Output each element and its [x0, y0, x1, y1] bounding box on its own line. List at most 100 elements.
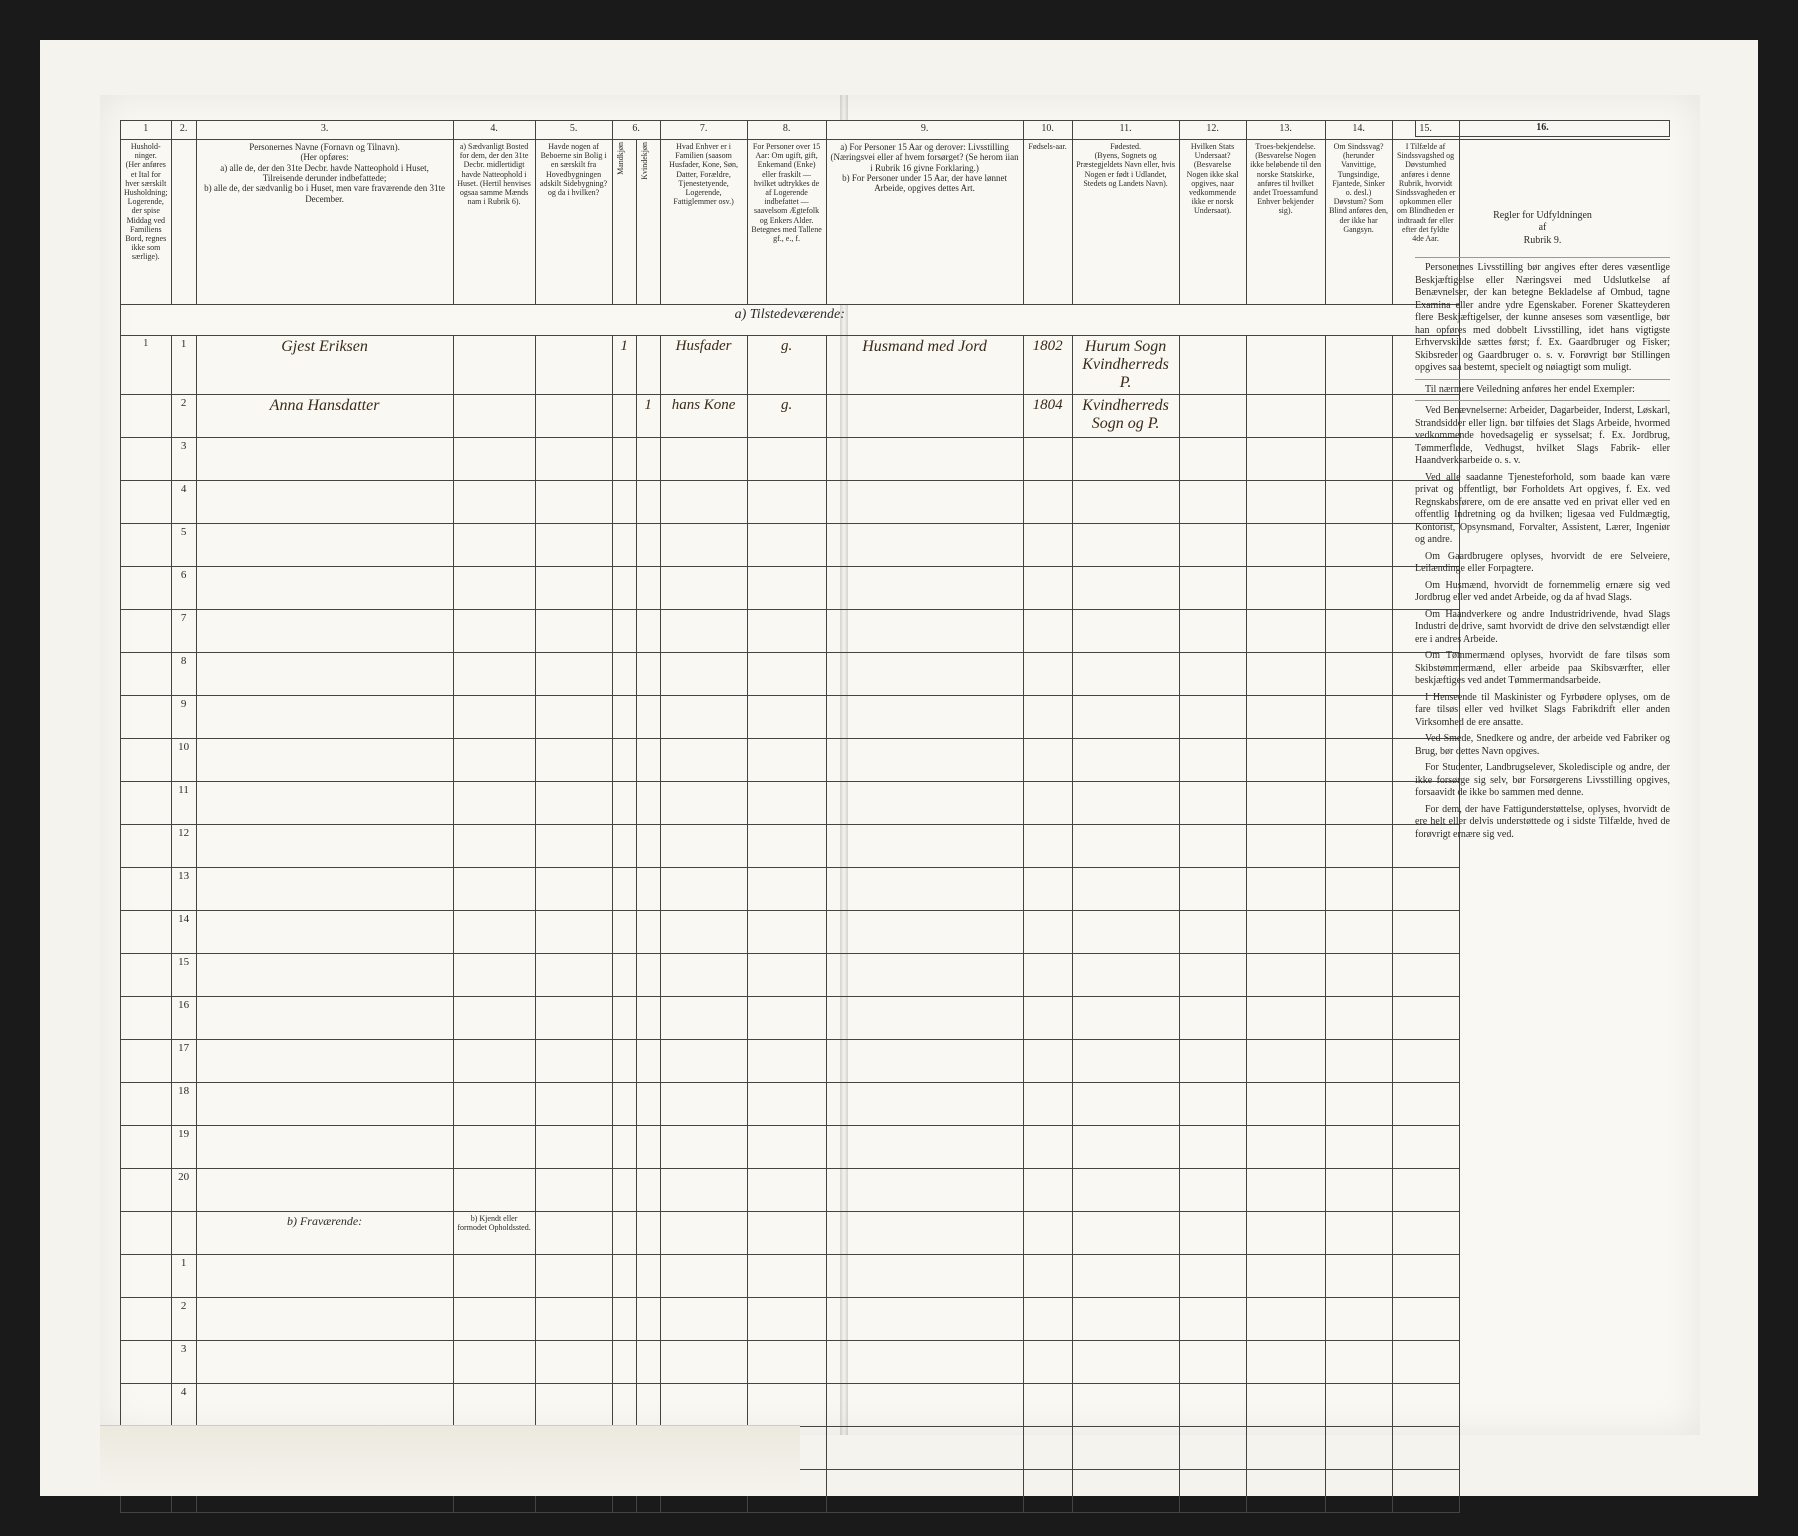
- cell: [1325, 524, 1392, 567]
- rules-paragraph: Om Tømmermænd oplyses, hvorvidt de fare …: [1415, 650, 1670, 688]
- cell: 9: [171, 696, 196, 739]
- cell: [826, 1083, 1023, 1126]
- cell: 3: [171, 438, 196, 481]
- cell: [1179, 336, 1246, 395]
- cell: [612, 481, 636, 524]
- section-a-present: a) Tilstedeværende:11Gjest Eriksen1Husfa…: [121, 305, 1460, 1212]
- rules-paragraph: For dem, der have Fattigunderstøttelse, …: [1415, 804, 1670, 842]
- cell: [747, 1341, 826, 1384]
- cell: [1246, 1040, 1325, 1083]
- cell: 2: [171, 395, 196, 438]
- cell: [1179, 653, 1246, 696]
- cell: Hurum Sogn Kvindherreds P.: [1072, 336, 1179, 395]
- cell: 1: [636, 395, 660, 438]
- cell: [612, 1083, 636, 1126]
- col-num-11: 11.: [1072, 121, 1179, 140]
- cell: [747, 868, 826, 911]
- cell: [636, 1298, 660, 1341]
- cell: [121, 739, 172, 782]
- person-name-cell: [196, 1126, 453, 1169]
- col-header-2: [171, 140, 196, 305]
- cell: [612, 1255, 636, 1298]
- table-row: 12: [121, 825, 1460, 868]
- cell: [747, 1040, 826, 1083]
- cell: [535, 653, 612, 696]
- cell: [1246, 653, 1325, 696]
- cell: [1023, 1083, 1072, 1126]
- cell: [121, 610, 172, 653]
- cell: [636, 653, 660, 696]
- cell: [535, 739, 612, 782]
- rules-paragraph: Ved Smede, Snedkere og andre, der arbeid…: [1415, 733, 1670, 758]
- cell: [1246, 911, 1325, 954]
- col-header-5: Havde nogen af Beboerne sin Bolig i en s…: [535, 140, 612, 305]
- person-name-cell: [196, 954, 453, 997]
- cell: [1179, 438, 1246, 481]
- person-name-cell: [196, 524, 453, 567]
- cell: 20: [171, 1169, 196, 1212]
- cell: [453, 1040, 535, 1083]
- cell: [1072, 567, 1179, 610]
- cell: [612, 1212, 636, 1255]
- cell: [121, 1212, 172, 1255]
- cell: [1179, 1470, 1246, 1513]
- cell: [612, 524, 636, 567]
- cell: [660, 1298, 747, 1341]
- cell: [1246, 782, 1325, 825]
- cell: [1392, 1126, 1459, 1169]
- cell: [453, 653, 535, 696]
- cell: [1325, 438, 1392, 481]
- cell: [660, 1212, 747, 1255]
- col-header-sex-f: Kvindekjøn: [636, 140, 660, 305]
- cell: [535, 1040, 612, 1083]
- cell: [636, 1255, 660, 1298]
- cell: [1023, 1169, 1072, 1212]
- cell: 18: [171, 1083, 196, 1126]
- cell: [747, 481, 826, 524]
- cell: [121, 954, 172, 997]
- cell: [1023, 481, 1072, 524]
- cell: [196, 1298, 453, 1341]
- cell: [453, 954, 535, 997]
- cell: [636, 696, 660, 739]
- cell: [747, 567, 826, 610]
- cell: [196, 1384, 453, 1427]
- cell: [1179, 1255, 1246, 1298]
- cell: [1246, 739, 1325, 782]
- cell: [1179, 1341, 1246, 1384]
- cell: [636, 911, 660, 954]
- cell: [1023, 1427, 1072, 1470]
- cell: [121, 481, 172, 524]
- col-header-sex-m: Mandkjøn: [612, 140, 636, 305]
- cell: [660, 524, 747, 567]
- cell: [747, 1255, 826, 1298]
- cell: [1023, 438, 1072, 481]
- cell: [535, 1212, 612, 1255]
- rules-paragraph: Om Gaardbrugere oplyses, hvorvidt de ere…: [1415, 551, 1670, 576]
- cell: 10: [171, 739, 196, 782]
- cell: [636, 481, 660, 524]
- cell: [1179, 782, 1246, 825]
- cell: [1325, 567, 1392, 610]
- cell: [612, 911, 636, 954]
- cell: [1072, 1298, 1179, 1341]
- cell: [612, 1040, 636, 1083]
- cell: 1: [121, 336, 172, 395]
- cell: [1246, 395, 1325, 438]
- cell: [747, 1169, 826, 1212]
- cell: [1179, 524, 1246, 567]
- cell: [453, 395, 535, 438]
- cell: [121, 1083, 172, 1126]
- cell: [535, 868, 612, 911]
- cell: [1072, 1470, 1179, 1513]
- cell: [747, 524, 826, 567]
- cell: [535, 336, 612, 395]
- document-page: 12.3.4.5.6.7.8.9.10.11.12.13.14.15. Hush…: [100, 95, 1700, 1435]
- cell: 17: [171, 1040, 196, 1083]
- cell: [1246, 524, 1325, 567]
- cell: [826, 395, 1023, 438]
- cell: 1: [171, 1255, 196, 1298]
- cell: [1325, 954, 1392, 997]
- cell: [826, 825, 1023, 868]
- cell: [636, 1083, 660, 1126]
